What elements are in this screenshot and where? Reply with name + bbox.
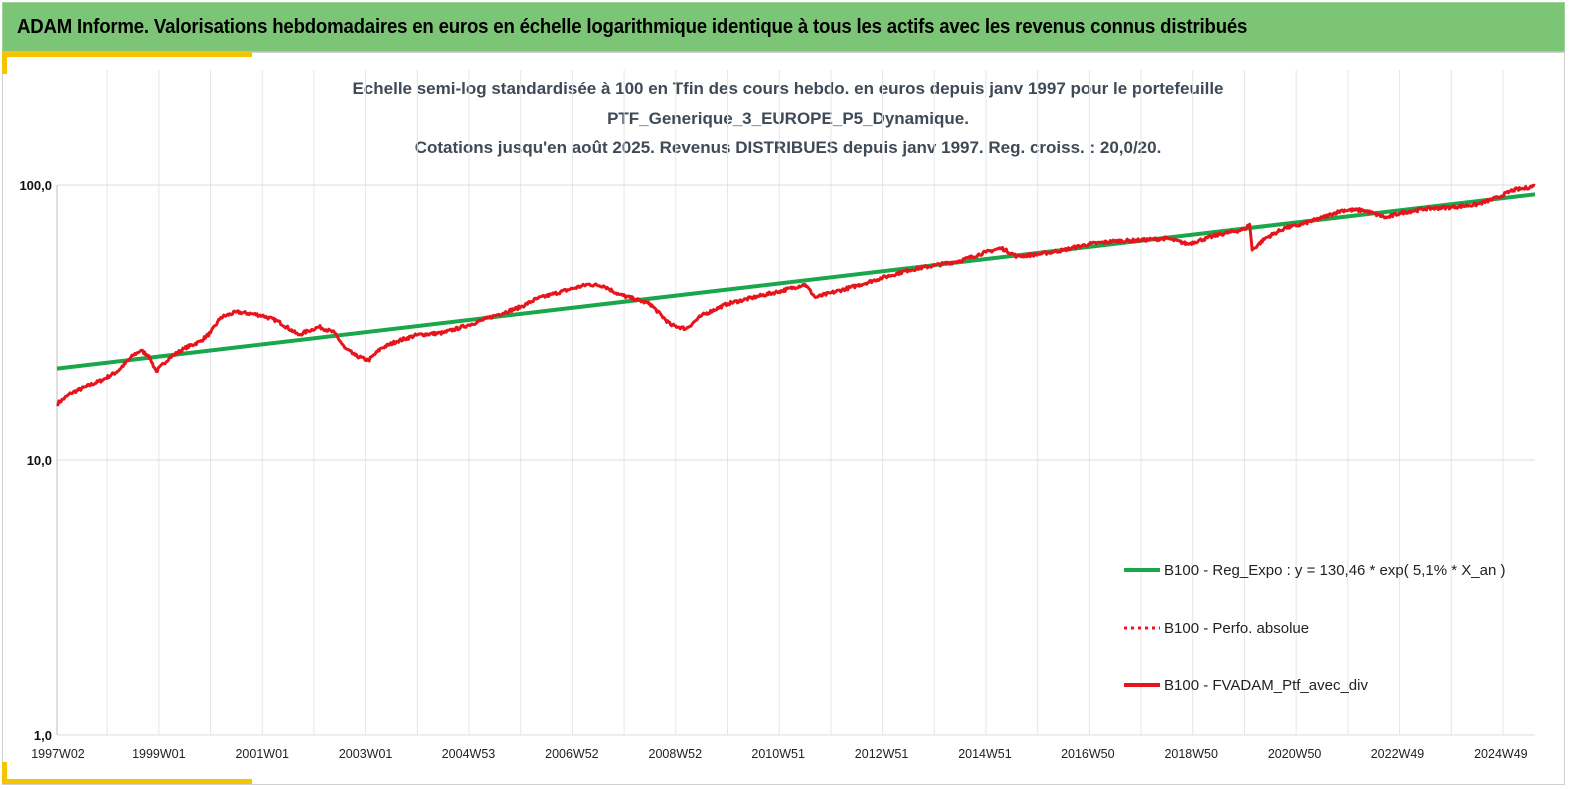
x-tick-label: 2020W50 [1268, 747, 1322, 761]
vertical-grid [106, 70, 1504, 735]
x-tick-label: 2024W49 [1474, 747, 1528, 761]
x-tick-label: 2001W01 [235, 747, 289, 761]
series-regression-line [56, 192, 1536, 371]
x-tick-label: 1999W01 [132, 747, 186, 761]
x-tick-label: 2022W49 [1371, 747, 1425, 761]
x-axis-ticks: 1997W02 1999W01 2001W01 2003W01 2004W53 2006W… [31, 747, 1527, 761]
x-tick-label: 1997W02 [31, 747, 85, 761]
legend-label-perfo-absolue: B100 - Perfo. absolue [1164, 620, 1309, 637]
report-title: ADAM Informe. Valorisations hebdomadaire… [17, 16, 1248, 38]
x-tick-label: 2014W51 [958, 747, 1012, 761]
series-portfolio-line [55, 183, 1536, 407]
accent-bar-left-top [2, 52, 7, 74]
y-tick-label: 1,0 [34, 728, 52, 743]
x-tick-label: 2003W01 [339, 747, 393, 761]
x-tick-label: 2010W51 [751, 747, 805, 761]
y-axis-ticks: 100,0 10,0 1,0 [19, 178, 52, 743]
horizontal-grid [57, 184, 1535, 736]
x-tick-label: 2006W52 [545, 747, 599, 761]
chart-title-line-3: Cotations jusqu'en août 2025. Revenus DI… [415, 138, 1162, 157]
accent-bar-top [2, 52, 252, 57]
report-banner: ADAM Informe. Valorisations hebdomadaire… [2, 2, 1565, 52]
accent-bar-left-bottom [2, 762, 7, 784]
y-tick-label: 100,0 [19, 178, 52, 193]
x-tick-label: 2012W51 [855, 747, 909, 761]
accent-bar-bottom [2, 779, 252, 784]
chart-title-line-2: PTF_Generique_3_EUROPE_P5_Dynamique. [607, 109, 969, 128]
legend: B100 - Reg_Expo : y = 130,46 * exp( 5,1%… [1124, 562, 1505, 694]
series-layer [55, 183, 1536, 407]
x-tick-label: 2008W52 [649, 747, 703, 761]
x-tick-label: 2018W50 [1164, 747, 1218, 761]
x-tick-label: 2004W53 [442, 747, 496, 761]
chart-title-line-1: Echelle semi-log standardisée à 100 en T… [352, 79, 1223, 98]
x-tick-label: 2016W50 [1061, 747, 1115, 761]
legend-label-portfolio: B100 - FVADAM_Ptf_avec_div [1164, 677, 1368, 694]
legend-label-regression: B100 - Reg_Expo : y = 130,46 * exp( 5,1%… [1164, 562, 1505, 579]
y-tick-label: 10,0 [27, 453, 52, 468]
chart-frame [2, 52, 1565, 785]
